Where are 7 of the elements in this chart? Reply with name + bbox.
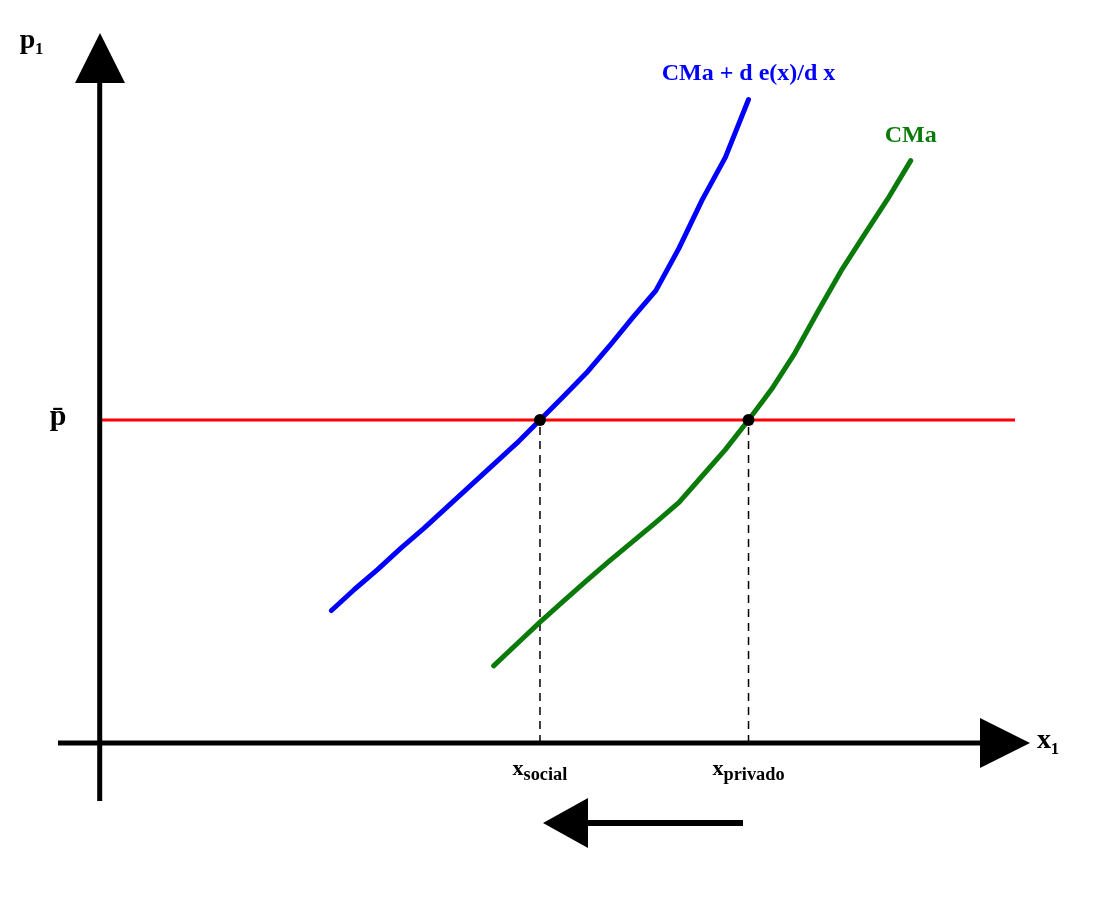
y-axis-title: p₁ (19, 23, 44, 55)
x-tick-label: x$_{social}$ (512, 755, 568, 786)
ref-line-label: p̄ (49, 397, 67, 432)
x-tick-label: x$_{privado}$ (712, 755, 785, 786)
series-label: CMa + d e(x)/d x (661, 59, 836, 87)
x-axis-title: x₁ (1037, 723, 1060, 756)
series-label: CMa (884, 120, 937, 148)
